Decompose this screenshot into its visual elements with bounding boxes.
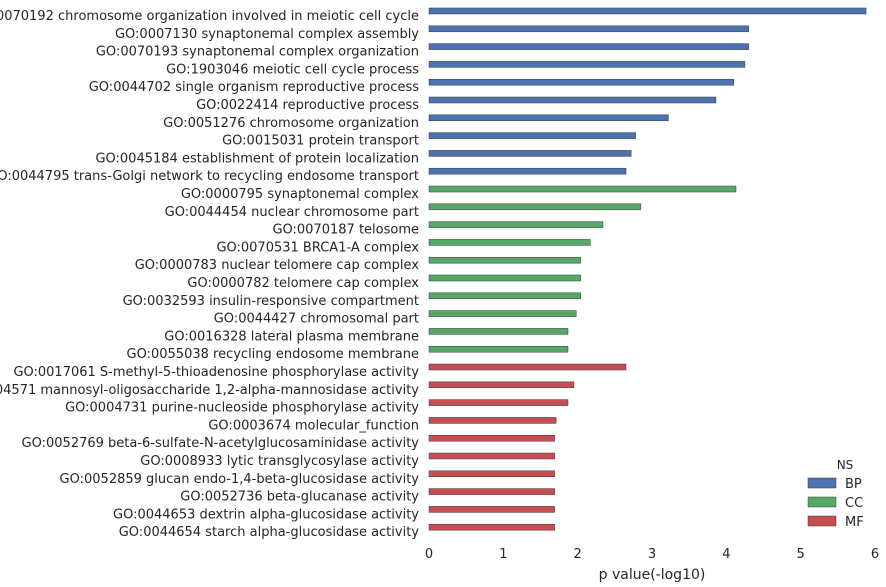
category-label: GO:0044795 trans-Golgi network to recycl… — [0, 169, 419, 184]
category-label: GO:0044654 starch alpha-glucosidase acti… — [119, 525, 420, 540]
bar-mf — [428, 452, 555, 460]
bar-mf — [428, 470, 555, 478]
x-tick-label: 5 — [797, 547, 805, 562]
bar-cc — [428, 274, 581, 282]
x-axis-ticks: 0 1 2 3 4 5 6 — [425, 547, 879, 562]
x-tick-label: 6 — [871, 547, 879, 562]
bar-cc — [428, 239, 591, 246]
legend-label-mf: MF — [845, 515, 864, 530]
category-label: GO:0044653 dextrin alpha-glucosidase act… — [113, 507, 419, 522]
category-label: GO:0044454 nuclear chromosome part — [165, 205, 419, 220]
category-label: GO:0003674 molecular_function — [208, 418, 419, 433]
bar-cc — [428, 345, 569, 353]
bar-bp — [428, 7, 867, 15]
x-tick-label: 2 — [574, 547, 582, 562]
bar-bp — [428, 132, 636, 139]
legend-swatch-cc — [807, 496, 837, 508]
bar-mf — [428, 399, 569, 406]
legend-swatch-bp — [807, 477, 837, 489]
category-label: GO:0051276 chromosome organization — [163, 116, 419, 131]
category-label: GO:0004731 purine-nucleoside phosphoryla… — [65, 401, 419, 416]
category-label: GO:0052769 beta-6-sulfate-N-acetylglucos… — [22, 436, 420, 451]
bar-mf — [428, 523, 555, 531]
bar-cc — [428, 185, 737, 193]
bar-bp — [428, 25, 749, 33]
bar-bp — [428, 167, 627, 175]
category-label: GO:0052859 glucan endo-1,4-beta-glucosid… — [60, 472, 420, 487]
bar-bp — [428, 96, 717, 104]
x-tick-label: 1 — [499, 547, 507, 562]
category-label: GO:0008933 lytic transglycosylase activi… — [140, 454, 419, 469]
x-tick-label: 4 — [722, 547, 730, 562]
category-label: GO:0016328 lateral plasma membrane — [164, 329, 419, 344]
category-label: GO:0070192 chromosome organization invol… — [0, 9, 419, 24]
legend-swatch-mf — [807, 515, 837, 527]
category-label: GO:0000783 nuclear telomere cap complex — [135, 258, 420, 273]
x-tick-label: 0 — [425, 547, 433, 562]
legend-items: BP CC MF — [807, 477, 864, 530]
bar-cc — [428, 221, 604, 228]
bar-cc — [428, 328, 569, 335]
bars-layer — [428, 7, 867, 531]
bar-mf — [428, 488, 555, 495]
category-label: GO:0052736 beta-glucanase activity — [180, 490, 419, 505]
category-label: GO:0000782 telomere cap complex — [187, 276, 419, 291]
bar-cc — [428, 292, 581, 300]
category-label: GO:0044702 single organism reproductive … — [89, 80, 419, 95]
legend: NS BP CC MF — [807, 458, 864, 530]
bar-mf — [428, 381, 575, 389]
bar-cc — [428, 203, 642, 211]
x-axis-title: p value(-log10) — [599, 567, 706, 583]
category-label: GO:0045184 establishment of protein loca… — [95, 151, 419, 166]
x-tick-label: 3 — [648, 547, 656, 562]
bar-mf — [428, 363, 627, 371]
category-label: GO:0044427 chromosomal part — [214, 312, 419, 327]
category-label: GO:0017061 S-methyl-5-thioadenosine phos… — [13, 365, 419, 380]
category-label: GO:0004571 mannosyl-oligosaccharide 1,2-… — [0, 383, 419, 398]
category-label: GO:0055038 recycling endosome membrane — [127, 347, 419, 362]
bar-bp — [428, 150, 632, 157]
bar-cc — [428, 256, 581, 264]
bar-mf — [428, 506, 555, 513]
category-label: GO:0070193 synaptonemal complex organiza… — [96, 45, 419, 60]
legend-label-bp: BP — [845, 477, 862, 492]
bar-mf — [428, 417, 557, 424]
category-label: GO:0015031 protein transport — [222, 134, 419, 149]
bar-cc — [428, 310, 577, 317]
category-label: GO:0000795 synaptonemal complex — [181, 187, 419, 202]
bar-mf — [428, 434, 555, 442]
legend-label-cc: CC — [845, 496, 863, 511]
category-label: GO:0070531 BRCA1-A complex — [216, 240, 419, 255]
bar-bp — [428, 114, 669, 122]
legend-title: NS — [837, 458, 854, 472]
category-label: GO:0032593 insulin-responsive compartmen… — [123, 294, 419, 309]
category-labels: GO:0070192 chromosome organization invol… — [0, 9, 419, 540]
category-label: GO:0007130 synaptonemal complex assembly — [115, 27, 419, 42]
bar-bp — [428, 43, 749, 50]
category-label: GO:1903046 meiotic cell cycle process — [166, 62, 419, 77]
category-label: GO:0022414 reproductive process — [196, 98, 419, 113]
bar-bp — [428, 61, 746, 68]
category-label: GO:0070187 telosome — [272, 223, 419, 238]
bar-bp — [428, 78, 735, 86]
